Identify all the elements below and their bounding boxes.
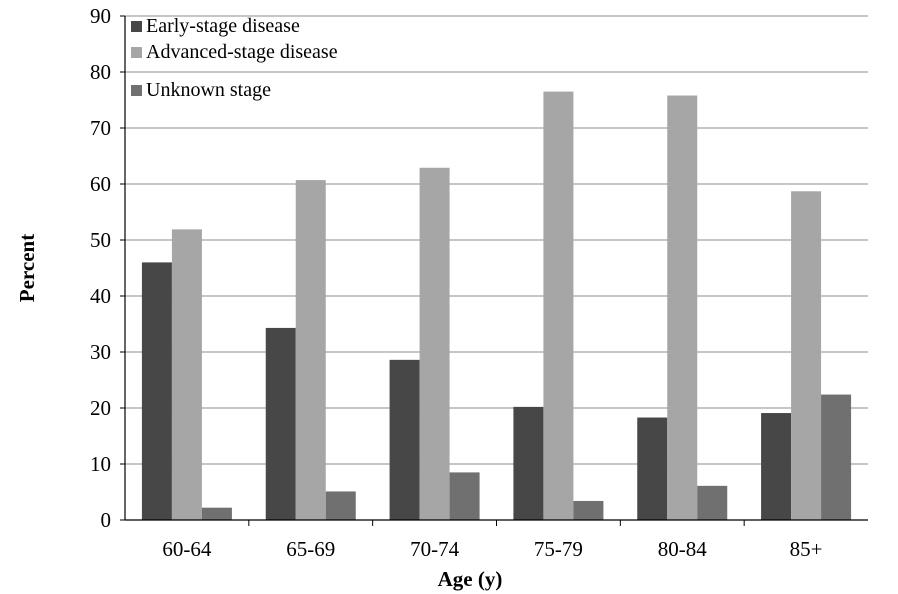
y-axis-title: Percent: [15, 234, 39, 302]
bar: [667, 95, 698, 521]
bar: [513, 406, 544, 520]
y-tick-label: 30: [90, 340, 111, 364]
x-tick-label: 70-74: [410, 537, 459, 561]
x-tick-label: 80-84: [658, 537, 707, 561]
bar: [295, 180, 326, 520]
y-tick-label: 10: [90, 452, 111, 476]
y-tick-label: 0: [101, 508, 112, 532]
bar: [141, 262, 172, 520]
x-tick-label: 60-64: [162, 537, 211, 561]
y-tick-label: 40: [90, 284, 111, 308]
x-tick-labels: 60-64 65-69 70-74 75-79 80-84 85+: [162, 537, 822, 561]
x-tick-label: 85+: [790, 537, 823, 561]
legend: Early-stage disease Advanced-stage diseas…: [131, 15, 338, 101]
x-axis-title: Age (y): [438, 567, 503, 591]
bar: [265, 327, 296, 520]
x-tick-label: 65-69: [286, 537, 335, 561]
bar: [449, 472, 480, 520]
y-tick-label: 60: [90, 172, 111, 196]
bar: [325, 491, 356, 520]
legend-swatch: [131, 47, 142, 58]
legend-label: Unknown stage: [146, 79, 271, 101]
bar: [637, 417, 668, 520]
bar: [419, 167, 450, 520]
bar: [573, 500, 604, 520]
axes: [124, 16, 868, 521]
bar: [761, 413, 792, 520]
y-tick-label: 80: [90, 60, 111, 84]
legend-label: Advanced-stage disease: [146, 41, 338, 63]
bar: [171, 229, 202, 521]
y-tick-label: 20: [90, 396, 111, 420]
y-tick-label: 90: [90, 4, 111, 28]
x-tick-label: 75-79: [534, 537, 583, 561]
bar: [791, 191, 822, 520]
y-tick-label: 50: [90, 228, 111, 252]
bar: [543, 91, 574, 520]
legend-label: Early-stage disease: [146, 15, 300, 37]
bar: [201, 507, 232, 520]
legend-swatch: [131, 85, 142, 96]
bar: [821, 394, 852, 520]
gridlines: [120, 15, 868, 526]
y-tick-label: 70: [90, 116, 111, 140]
legend-swatch: [131, 21, 142, 32]
bar: [389, 359, 420, 520]
bar: [697, 485, 728, 520]
y-tick-labels: 0 10 20 30 40 50 60 70 80 90: [90, 4, 111, 532]
bars: [141, 91, 852, 521]
